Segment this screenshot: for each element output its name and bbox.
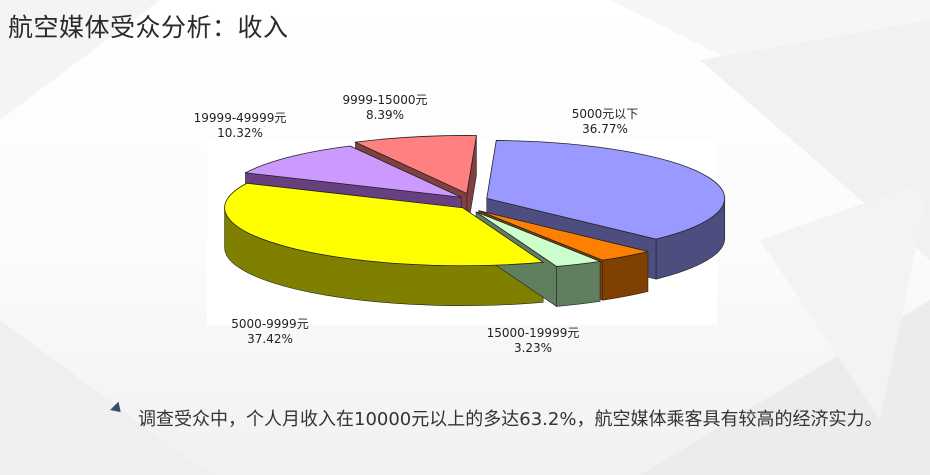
slice-percent-label: 8.39% <box>366 108 404 122</box>
slice-label: 15000-19999元 <box>487 326 580 340</box>
slide-title: 航空媒体受众分析：收入 <box>8 13 289 42</box>
pie-slice <box>478 210 649 261</box>
summary-note: 调查受众中，个人月收入在10000元以上的多达63.2%，航空媒体乘客具有较高的… <box>138 409 883 430</box>
pie-slice-side <box>556 260 601 307</box>
pie-slice <box>224 182 545 267</box>
slice-percent-label: 36.77% <box>582 122 628 136</box>
pie-slice <box>244 145 462 198</box>
slice-percent-label: 10.32% <box>217 126 263 140</box>
slice-label: 19999-49999元 <box>194 111 287 125</box>
pie-slice <box>475 211 602 267</box>
slice-label: 5000元以下 <box>572 107 639 121</box>
pie-slice <box>486 140 726 240</box>
slice-percent-label: 3.23% <box>514 341 552 355</box>
slice-label: 5000-9999元 <box>231 317 308 331</box>
slice-percent-label: 37.42% <box>247 332 293 346</box>
slice-label: 9999-15000元 <box>342 93 427 107</box>
pie-slice <box>354 135 477 195</box>
